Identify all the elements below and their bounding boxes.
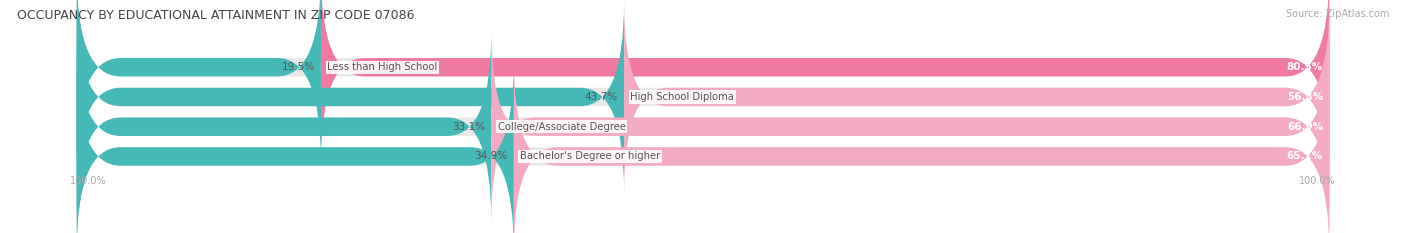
Text: 65.1%: 65.1%: [1286, 151, 1323, 161]
Text: Bachelor's Degree or higher: Bachelor's Degree or higher: [520, 151, 661, 161]
Text: 66.9%: 66.9%: [1286, 122, 1323, 132]
FancyBboxPatch shape: [77, 32, 491, 222]
FancyBboxPatch shape: [77, 2, 624, 192]
Text: 19.5%: 19.5%: [281, 62, 315, 72]
Text: 34.9%: 34.9%: [474, 151, 508, 161]
FancyBboxPatch shape: [77, 0, 321, 162]
Text: 43.7%: 43.7%: [585, 92, 617, 102]
FancyBboxPatch shape: [77, 32, 1329, 222]
Text: 100.0%: 100.0%: [70, 176, 107, 186]
FancyBboxPatch shape: [77, 2, 1329, 192]
Text: 100.0%: 100.0%: [1299, 176, 1336, 186]
Text: Less than High School: Less than High School: [328, 62, 437, 72]
Text: 33.1%: 33.1%: [451, 122, 485, 132]
Text: OCCUPANCY BY EDUCATIONAL ATTAINMENT IN ZIP CODE 07086: OCCUPANCY BY EDUCATIONAL ATTAINMENT IN Z…: [17, 9, 415, 22]
FancyBboxPatch shape: [77, 0, 1329, 162]
Text: Source: ZipAtlas.com: Source: ZipAtlas.com: [1285, 9, 1389, 19]
Text: High School Diploma: High School Diploma: [630, 92, 734, 102]
FancyBboxPatch shape: [77, 62, 513, 233]
Text: 56.3%: 56.3%: [1286, 92, 1323, 102]
Text: College/Associate Degree: College/Associate Degree: [498, 122, 626, 132]
FancyBboxPatch shape: [491, 32, 1329, 222]
FancyBboxPatch shape: [513, 62, 1329, 233]
FancyBboxPatch shape: [77, 62, 1329, 233]
Text: 80.5%: 80.5%: [1286, 62, 1323, 72]
FancyBboxPatch shape: [624, 2, 1329, 192]
FancyBboxPatch shape: [321, 0, 1329, 162]
